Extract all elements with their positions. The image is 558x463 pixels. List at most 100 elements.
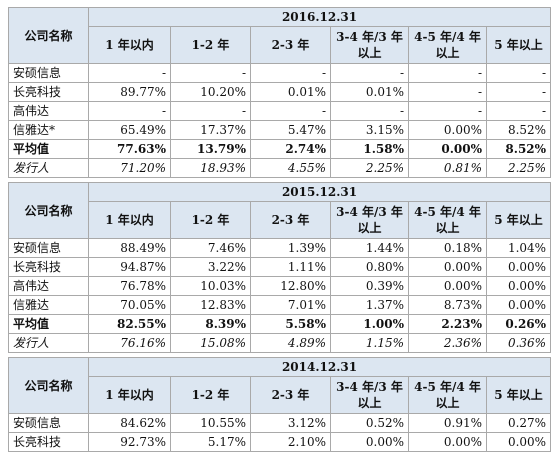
aging-ratio-document: 公司名称 2016.12.31 1 年以内 1-2 年 2-3 年 3-4 年/3 年以上… bbox=[8, 7, 552, 452]
value-cell: 0.39% bbox=[330, 276, 409, 296]
company-name-cell: 信雅达* bbox=[8, 120, 89, 140]
company-name-cell: 安硕信息 bbox=[8, 238, 89, 258]
value-cell: 18.93% bbox=[170, 158, 251, 178]
column-header: 2-3 年 bbox=[250, 376, 331, 414]
value-cell: 0.52% bbox=[330, 413, 409, 433]
value-cell: 3.12% bbox=[250, 413, 331, 433]
value-cell: 0.00% bbox=[408, 257, 487, 277]
value-cell: 0.00% bbox=[485, 257, 552, 277]
table-row: 信雅达* 65.49% 17.37% 5.47% 3.15% 0.00% 8.52% bbox=[8, 120, 552, 140]
value-cell: 92.73% bbox=[88, 432, 171, 452]
value-cell: 77.63% bbox=[88, 139, 171, 159]
table-row: 安硕信息 88.49% 7.46% 1.39% 1.44% 0.18% 1.04% bbox=[8, 238, 552, 258]
value-cell: 0.00% bbox=[330, 432, 409, 452]
value-cell: 1.58% bbox=[330, 139, 409, 159]
value-cell: 0.00% bbox=[408, 120, 487, 140]
value-cell: 2.74% bbox=[250, 139, 331, 159]
date-header-row: 公司名称 2016.12.31 bbox=[8, 7, 552, 64]
value-cell: 65.49% bbox=[88, 120, 171, 140]
company-name-cell: 发行人 bbox=[8, 158, 89, 178]
value-cell: - bbox=[485, 63, 552, 83]
table-row: 平均值 82.55% 8.39% 5.58% 1.00% 2.23% 0.26% bbox=[8, 314, 552, 334]
column-header: 4-5 年/4 年以上 bbox=[408, 376, 487, 414]
value-cell: - bbox=[88, 101, 171, 121]
column-header: 5 年以上 bbox=[485, 26, 552, 64]
value-cell: 0.00% bbox=[485, 295, 552, 315]
value-cell: 2.36% bbox=[408, 333, 487, 353]
value-cell: - bbox=[485, 82, 552, 102]
table-row: 长亮科技 92.73% 5.17% 2.10% 0.00% 0.00% 0.00% bbox=[8, 432, 552, 452]
company-name-cell: 高伟达 bbox=[8, 101, 89, 121]
table-row: 长亮科技 89.77% 10.20% 0.01% 0.01% - - bbox=[8, 82, 552, 102]
value-cell: - bbox=[88, 63, 171, 83]
value-cell: 84.62% bbox=[88, 413, 171, 433]
value-cell: - bbox=[330, 101, 409, 121]
tables-container: 公司名称 2016.12.31 1 年以内 1-2 年 2-3 年 3-4 年/3 年以上… bbox=[8, 7, 552, 452]
table-row: 长亮科技 94.87% 3.22% 1.11% 0.80% 0.00% 0.00% bbox=[8, 257, 552, 277]
aging-table-2014.12.31: 公司名称 2014.12.31 1 年以内 1-2 年 2-3 年 3-4 年/3 年以上… bbox=[8, 357, 552, 452]
value-cell: 5.58% bbox=[250, 314, 331, 334]
value-cell: - bbox=[330, 63, 409, 83]
value-cell: - bbox=[250, 101, 331, 121]
value-cell: 10.03% bbox=[170, 276, 251, 296]
value-cell: 70.05% bbox=[88, 295, 171, 315]
value-cell: 1.15% bbox=[330, 333, 409, 353]
company-name-cell: 长亮科技 bbox=[8, 257, 89, 277]
column-header: 3-4 年/3 年以上 bbox=[330, 376, 409, 414]
column-header: 2-3 年 bbox=[250, 201, 331, 239]
value-cell: 1.39% bbox=[250, 238, 331, 258]
value-cell: 71.20% bbox=[88, 158, 171, 178]
value-cell: 89.77% bbox=[88, 82, 171, 102]
value-cell: 1.44% bbox=[330, 238, 409, 258]
company-name-cell: 高伟达 bbox=[8, 276, 89, 296]
aging-table-2015.12.31: 公司名称 2015.12.31 1 年以内 1-2 年 2-3 年 3-4 年/3 年以上… bbox=[8, 182, 552, 353]
column-header: 5 年以上 bbox=[485, 376, 552, 414]
table-row: 信雅达 70.05% 12.83% 7.01% 1.37% 8.73% 0.00% bbox=[8, 295, 552, 315]
value-cell: 4.55% bbox=[250, 158, 331, 178]
report-date: 2014.12.31 bbox=[87, 357, 552, 377]
column-header-row: 1 年以内 1-2 年 2-3 年 3-4 年/3 年以上 4-5 年/4 年以上 5 年… bbox=[9, 26, 552, 64]
value-cell: - bbox=[408, 82, 487, 102]
value-cell: 2.25% bbox=[330, 158, 409, 178]
value-cell: - bbox=[408, 101, 487, 121]
value-cell: 12.83% bbox=[170, 295, 251, 315]
value-cell: 0.00% bbox=[485, 432, 552, 452]
value-cell: 0.91% bbox=[408, 413, 487, 433]
value-cell: 94.87% bbox=[88, 257, 171, 277]
value-cell: 0.36% bbox=[485, 333, 552, 353]
company-name-cell: 安硕信息 bbox=[8, 63, 89, 83]
company-name-cell: 长亮科技 bbox=[8, 432, 89, 452]
column-header: 1 年以内 bbox=[88, 26, 171, 64]
column-header-row: 1 年以内 1-2 年 2-3 年 3-4 年/3 年以上 4-5 年/4 年以上 5 年… bbox=[9, 376, 552, 414]
value-cell: 8.52% bbox=[485, 120, 552, 140]
company-name-cell: 发行人 bbox=[8, 333, 89, 353]
value-cell: 15.08% bbox=[170, 333, 251, 353]
column-header: 1-2 年 bbox=[170, 26, 251, 64]
value-cell: 1.00% bbox=[330, 314, 409, 334]
company-name-header: 公司名称 bbox=[8, 357, 89, 414]
report-date: 2016.12.31 bbox=[87, 7, 552, 27]
value-cell: 0.00% bbox=[408, 432, 487, 452]
column-header: 4-5 年/4 年以上 bbox=[408, 26, 487, 64]
table-row: 高伟达 - - - - - - bbox=[8, 101, 552, 121]
column-header: 1 年以内 bbox=[88, 376, 171, 414]
value-cell: 1.37% bbox=[330, 295, 409, 315]
value-cell: 0.18% bbox=[408, 238, 487, 258]
value-cell: 0.00% bbox=[408, 276, 487, 296]
value-cell: 0.26% bbox=[485, 314, 552, 334]
value-cell: 1.11% bbox=[250, 257, 331, 277]
value-cell: 12.80% bbox=[250, 276, 331, 296]
column-header: 1-2 年 bbox=[170, 201, 251, 239]
column-header: 1-2 年 bbox=[170, 376, 251, 414]
value-cell: 4.89% bbox=[250, 333, 331, 353]
company-name-cell: 信雅达 bbox=[8, 295, 89, 315]
value-cell: 0.00% bbox=[485, 276, 552, 296]
value-cell: - bbox=[408, 63, 487, 83]
table-row: 平均值 77.63% 13.79% 2.74% 1.58% 0.00% 8.52% bbox=[8, 139, 552, 159]
value-cell: - bbox=[170, 101, 251, 121]
table-row: 安硕信息 84.62% 10.55% 3.12% 0.52% 0.91% 0.27% bbox=[8, 413, 552, 433]
value-cell: 8.52% bbox=[485, 139, 552, 159]
value-cell: 76.78% bbox=[88, 276, 171, 296]
company-name-cell: 安硕信息 bbox=[8, 413, 89, 433]
value-cell: 10.20% bbox=[170, 82, 251, 102]
